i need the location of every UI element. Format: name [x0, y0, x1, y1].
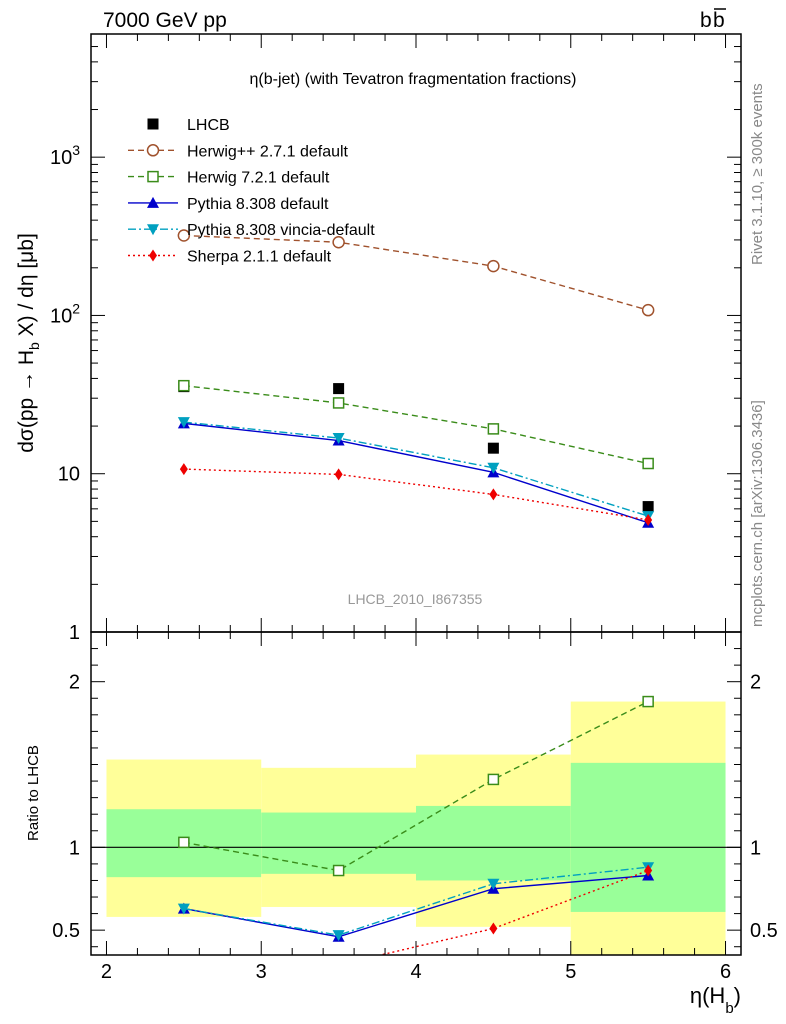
rivet-label: Rivet 3.1.10, ≥ 300k events [749, 83, 766, 265]
ratio-series [177, 695, 655, 971]
ratio-line-herwig-7-2-1-default [183, 700, 649, 872]
header-right: b b [700, 8, 726, 32]
header-left: 7000 GeV pp [103, 9, 227, 32]
ratio-point-sherpa-2-1-1-default-0 [180, 957, 188, 969]
main-line-pythia-8-308-vincia-default [183, 421, 649, 517]
main-line-herwig-7-2-1-default [183, 384, 649, 465]
ratio-y-tick-label-left: 0.5 [52, 920, 80, 942]
legend-marker-herwig-2-7-1-default [146, 144, 160, 157]
ratio-point-pythia-8-308-vincia-default-2 [487, 878, 500, 890]
legend: LHCB Herwig++ 2.7.1 default Herwig 7.2.1 d… [128, 117, 375, 266]
legend-label-herwig-2-7-1-default: Herwig++ 2.7.1 default [187, 143, 349, 160]
ratio-x-tick-label: 5 [565, 961, 576, 983]
ratio-point-sherpa-2-1-1-default-1 [335, 959, 343, 971]
main-y-tick-label: 1 [69, 622, 80, 644]
main-point-lhcb-2 [487, 442, 499, 454]
legend-label-pythia-8-308-vincia-default: Pythia 8.308 vincia-default [187, 222, 375, 239]
main-point-sherpa-2-1-1-default-2 [489, 488, 498, 501]
ratio-y-tick-label-left: 1 [69, 837, 80, 859]
main-point-herwig-7-2-1-default-1 [332, 397, 345, 409]
ratio-band-inner-2 [416, 805, 571, 881]
ratio-point-herwig-7-2-1-default-3 [642, 695, 654, 708]
main-point-pythia-8-308-vincia-default-2 [487, 462, 500, 474]
ratio-ticks: 0.5 0.5 1 1 2 2 2 3 4 5 6 [52, 632, 778, 983]
legend-marker-sherpa-2-1-1-default [149, 249, 157, 262]
ratio-frame [90, 631, 742, 956]
ratio-y-axis-label: Ratio to LHCB [25, 745, 42, 841]
main-point-herwig-7-2-1-default-2 [487, 423, 500, 435]
main-line-herwig-2-7-1-default [183, 234, 649, 311]
ratio-point-herwig-7-2-1-default-0 [178, 836, 190, 849]
main-y-ticks: 1 10 102 103 [50, 33, 741, 644]
main-point-lhcb-1 [333, 383, 345, 395]
analysis-watermark: LHCB_2010_I867355 [348, 591, 483, 607]
ratio-line-pythia-8-308-default [183, 874, 649, 938]
ratio-y-tick-label-right: 0.5 [750, 920, 778, 942]
main-point-herwig-7-2-1-default-3 [642, 457, 654, 470]
main-point-herwig-2-7-1-default-3 [641, 303, 655, 317]
main-y-axis-label: dσ(pp → Hb X) / dη [μb] [15, 233, 42, 453]
legend-marker-herwig-7-2-1-default [147, 170, 159, 183]
ratio-point-sherpa-2-1-1-default-2 [489, 922, 498, 935]
legend-label-lhcb: LHCB [187, 117, 230, 134]
ratio-y-tick-label-right: 2 [750, 672, 761, 694]
main-point-sherpa-2-1-1-default-3 [644, 514, 653, 527]
header-right-bbar: b [713, 9, 725, 32]
main-point-sherpa-2-1-1-default-0 [179, 463, 188, 476]
main-y-tick-label: 10 [58, 464, 80, 486]
ratio-line-sherpa-2-1-1-default [377, 869, 649, 955]
ratio-band-inner-3 [570, 762, 726, 912]
ratio-point-pythia-8-308-vincia-default-1 [332, 930, 345, 942]
main-panel: 1 10 102 103 η(b-jet) (with Tevatron fragme… [15, 33, 742, 644]
main-point-herwig-2-7-1-default-0 [177, 229, 191, 242]
main-y-tick-label: 102 [50, 300, 80, 327]
main-point-pythia-8-308-vincia-default-1 [332, 433, 345, 445]
ratio-bands [91, 701, 741, 955]
main-point-pythia-8-308-vincia-default-0 [177, 417, 190, 429]
legend-marker-lhcb [147, 118, 159, 130]
legend-label-herwig-7-2-1-default: Herwig 7.2.1 default [187, 170, 330, 187]
header-right-b: b [700, 9, 712, 32]
legend-label-pythia-8-308-default: Pythia 8.308 default [187, 196, 329, 213]
ratio-panel: 0.5 0.5 1 1 2 2 2 3 4 5 6 Ratio to LHCB η(Hb) [25, 631, 778, 1017]
ratio-point-herwig-7-2-1-default-1 [332, 864, 345, 877]
main-point-herwig-2-7-1-default-1 [332, 236, 345, 249]
ratio-band-inner-1 [261, 812, 416, 874]
main-point-sherpa-2-1-1-default-1 [334, 468, 343, 481]
ratio-x-tick-label: 2 [101, 961, 112, 983]
ratio-x-tick-label: 3 [256, 961, 267, 983]
mcplots-label: mcplots.cern.ch [arXiv:1306.3436] [749, 400, 766, 627]
legend-marker-pythia-8-308-default [147, 196, 159, 208]
ratio-y-tick-label-left: 2 [69, 672, 80, 694]
ratio-point-herwig-7-2-1-default-2 [487, 773, 500, 786]
main-line-pythia-8-308-default [183, 422, 649, 524]
main-series [177, 229, 655, 528]
legend-marker-pythia-8-308-vincia-default [147, 224, 159, 236]
ratio-y-tick-label-right: 1 [750, 837, 761, 859]
ratio-point-sherpa-2-1-1-default-3 [644, 864, 653, 877]
chart-title: η(b-jet) (with Tevatron fragmentation fr… [250, 71, 577, 88]
main-point-lhcb-3 [642, 501, 654, 513]
ratio-x-tick-label: 6 [720, 961, 731, 983]
main-point-herwig-7-2-1-default-0 [178, 379, 190, 392]
main-point-herwig-2-7-1-default-2 [487, 259, 500, 273]
x-axis-label: η(Hb) [690, 983, 741, 1017]
main-y-tick-label: 103 [50, 142, 80, 169]
ratio-point-pythia-8-308-vincia-default-0 [177, 903, 190, 915]
legend-label-sherpa-2-1-1-default: Sherpa 2.1.1 default [187, 249, 332, 266]
ratio-x-tick-label: 4 [410, 961, 421, 983]
